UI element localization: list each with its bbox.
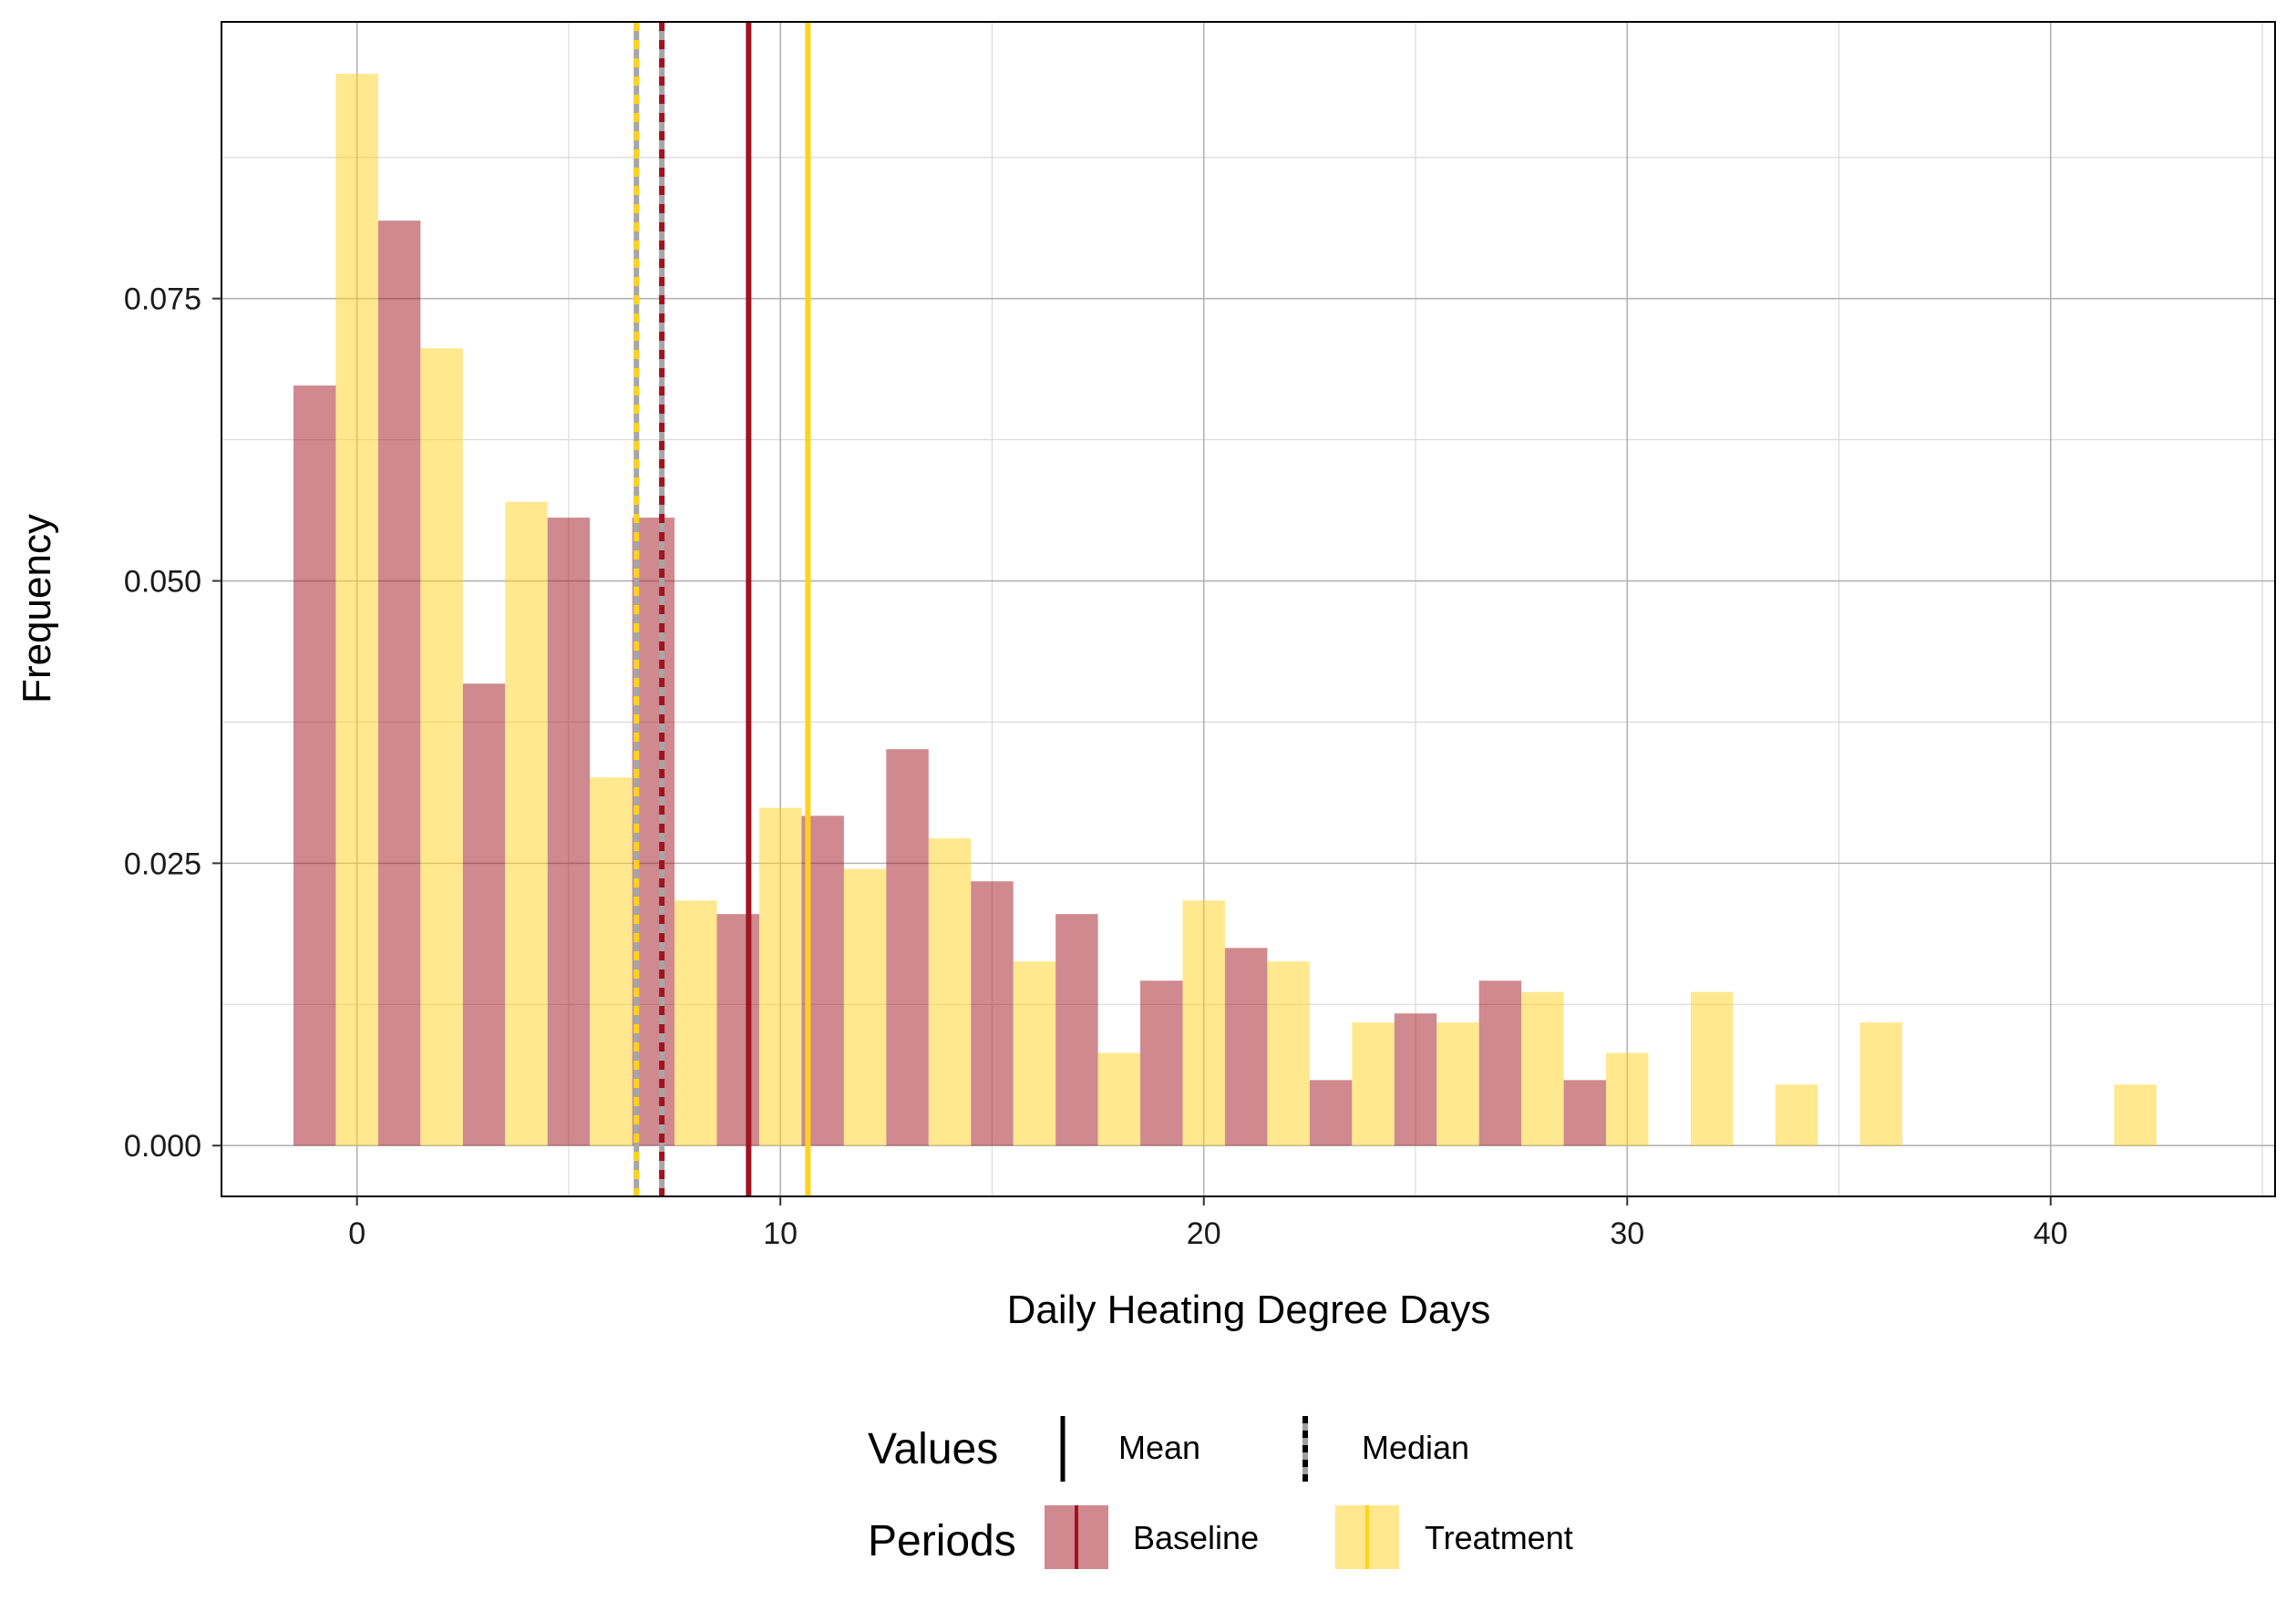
bar-baseline — [1309, 1080, 1353, 1146]
legend-label-treatment: Treatment — [1425, 1519, 1573, 1556]
x-tick-label: 0 — [348, 1216, 366, 1251]
legend-periods-title: Periods — [868, 1517, 1016, 1565]
bar-treatment — [590, 777, 633, 1146]
legend-label-baseline: Baseline — [1133, 1519, 1259, 1556]
y-tick-label: 0.025 — [124, 847, 201, 881]
y-tick-label: 0.000 — [124, 1129, 201, 1164]
x-tick-label: 40 — [2033, 1216, 2068, 1251]
bar-treatment — [505, 501, 548, 1146]
bar-treatment — [1013, 961, 1056, 1146]
bar-treatment — [928, 838, 972, 1146]
y-tick-label: 0.050 — [124, 565, 201, 600]
bar-baseline — [1055, 914, 1098, 1146]
bar-baseline — [716, 914, 759, 1146]
bar-baseline — [547, 518, 591, 1146]
stat-line-layer — [633, 22, 811, 1196]
bar-baseline — [462, 683, 506, 1146]
legend-label-median: Median — [1362, 1429, 1469, 1466]
y-axis-title: Frequency — [15, 514, 59, 703]
bar-treatment — [1097, 1052, 1141, 1146]
bar-treatment — [758, 807, 802, 1146]
bar-layer — [293, 74, 2157, 1146]
legend: Values Mean Median Periods Baseline Trea… — [868, 1416, 1573, 1569]
bar-treatment — [1267, 961, 1310, 1146]
bar-treatment — [1690, 991, 1734, 1146]
bar-treatment — [335, 74, 378, 1146]
bar-baseline — [971, 881, 1014, 1146]
legend-key-baseline — [1045, 1505, 1108, 1569]
legend-label-mean: Mean — [1118, 1429, 1200, 1466]
bar-treatment — [674, 900, 717, 1146]
bar-baseline — [1563, 1080, 1607, 1146]
panel-border — [221, 21, 2276, 1197]
bar-treatment — [2114, 1084, 2157, 1146]
bar-baseline — [1394, 1013, 1437, 1146]
bar-baseline — [1140, 980, 1183, 1146]
bar-treatment — [1352, 1022, 1395, 1146]
y-tick-label: 0.075 — [124, 282, 201, 317]
x-tick-label: 30 — [1610, 1216, 1644, 1251]
bar-baseline — [377, 221, 421, 1146]
bar-baseline — [1478, 980, 1522, 1146]
bar-baseline — [886, 749, 929, 1146]
tick-layer: 0 10 20 30 40 0.000 0.025 0.050 0.075 — [124, 282, 2068, 1251]
bar-baseline — [293, 385, 336, 1146]
bar-treatment — [420, 348, 463, 1146]
x-tick-label: 20 — [1187, 1216, 1221, 1251]
bar-treatment — [1606, 1052, 1649, 1146]
bar-treatment — [1182, 900, 1225, 1146]
bar-treatment — [1775, 1084, 1818, 1146]
bar-baseline — [1224, 948, 1268, 1146]
legend-key-treatment — [1335, 1505, 1399, 1569]
bar-treatment — [1859, 1022, 1903, 1146]
bar-treatment — [1521, 991, 1564, 1146]
x-tick-label: 10 — [763, 1216, 798, 1251]
bar-baseline — [632, 518, 675, 1146]
x-axis-title: Daily Heating Degree Days — [1007, 1288, 1491, 1332]
bar-treatment — [843, 868, 887, 1146]
bar-treatment — [1436, 1022, 1479, 1146]
legend-values-title: Values — [868, 1425, 998, 1473]
